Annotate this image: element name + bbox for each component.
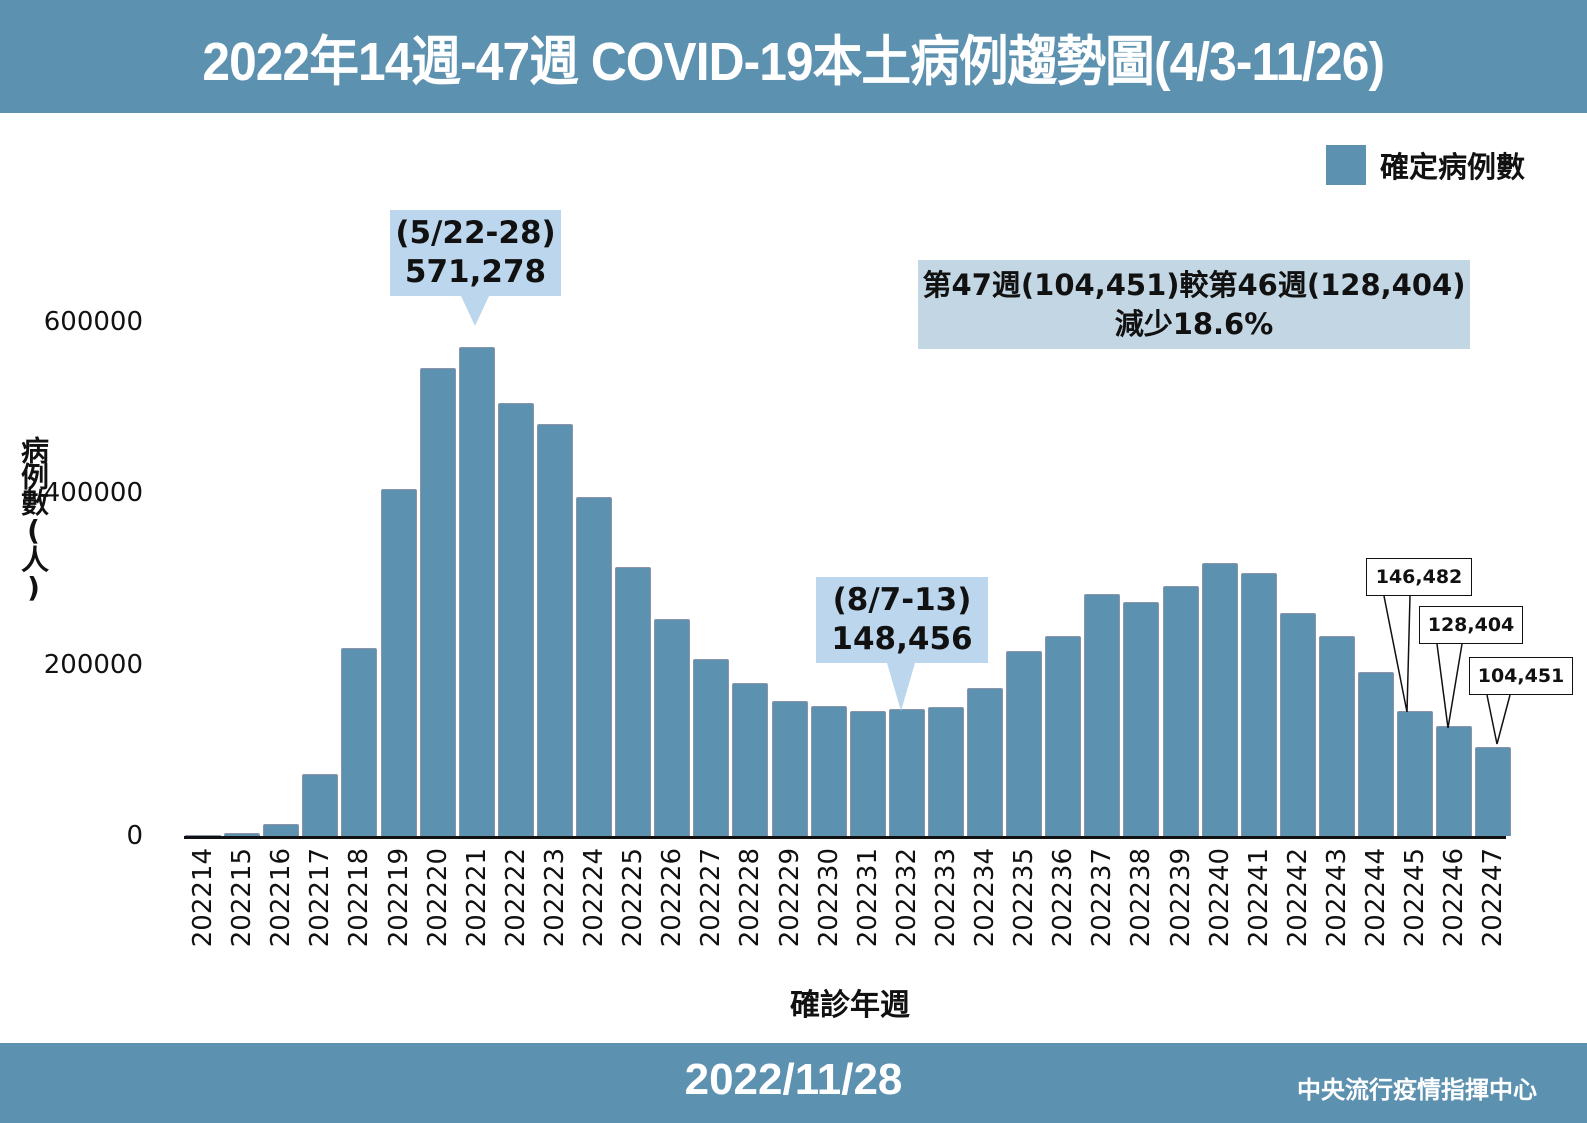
x-tick-label: 202218 (344, 848, 375, 948)
bar-week-202245 (1397, 710, 1434, 836)
x-tick-label: 202240 (1204, 848, 1235, 948)
x-tick-label: 202226 (657, 848, 688, 948)
bar-week-202237 (1084, 594, 1121, 836)
legend-swatch (1326, 145, 1366, 185)
bar-week-202220 (419, 368, 456, 836)
bar-week-202231 (849, 710, 886, 836)
x-tick-label: 202217 (305, 848, 336, 948)
x-tick-label: 202228 (735, 848, 766, 948)
bar-week-202217 (302, 774, 339, 836)
x-tick-label: 202221 (461, 848, 492, 948)
trough-period: (8/7-13) (832, 582, 972, 618)
week46-label: 128,404 (1419, 606, 1523, 644)
x-tick-label: 202214 (188, 848, 218, 948)
x-tick-label: 202243 (1321, 848, 1352, 948)
x-tick-label: 202215 (227, 848, 258, 948)
bar-week-202226 (654, 619, 691, 836)
x-tick-label: 202224 (579, 848, 609, 948)
weekly-change-note: 第47週(104,451)較第46週(128,404) 減少18.6% (918, 260, 1470, 349)
organization-name: 中央流行疫情指揮中心 (1297, 1076, 1537, 1104)
publish-date: 2022/11/28 (684, 1055, 903, 1104)
x-tick-label: 202233 (930, 848, 961, 948)
x-tick-label: 202232 (891, 848, 922, 948)
x-tick-label: 202238 (1126, 848, 1157, 948)
bar-week-202234 (967, 687, 1003, 836)
chart-title: 2022年14週-47週 COVID-19本土病例趨勢圖(4/3-11/26) (202, 32, 1386, 92)
bar-week-202232 (888, 708, 925, 836)
x-tick-label: 202231 (852, 848, 883, 948)
peak-callout: (5/22-28) 571,278 (390, 210, 561, 296)
x-tick-label: 202216 (266, 848, 297, 948)
x-tick-label: 202229 (774, 848, 805, 948)
bar-week-202223 (536, 423, 573, 836)
x-tick-label: 202230 (813, 848, 844, 948)
bar-week-202247 (1475, 746, 1512, 836)
bar-week-202216 (263, 824, 300, 836)
x-tick-label: 202236 (1048, 848, 1079, 948)
bar-week-202236 (1045, 636, 1082, 836)
x-tick-label: 202245 (1400, 848, 1431, 948)
x-tick-label: 202227 (696, 848, 727, 948)
x-tick-label: 202244 (1361, 848, 1391, 948)
y-tick-label: 600000 (43, 307, 143, 337)
note-line-2: 減少18.6% (1114, 307, 1274, 341)
bar-week-202230 (810, 705, 847, 836)
x-axis-line (184, 836, 1506, 839)
bar-week-202244 (1358, 672, 1394, 836)
bar-chart: 確定病例數 病例數(人) 0 200000 400000 600000 202214 2… (17, 144, 1573, 1023)
x-tick-label: 202247 (1478, 848, 1509, 948)
bar-week-202229 (771, 700, 808, 836)
x-tick-label: 202223 (539, 848, 570, 948)
y-tick-label: 0 (126, 821, 143, 851)
bar-week-202243 (1318, 636, 1355, 836)
trough-value: 148,456 (831, 621, 973, 657)
note-line-1: 第47週(104,451)較第46週(128,404) (922, 268, 1466, 302)
x-tick-label: 202237 (1087, 848, 1118, 948)
y-tick-label: 400000 (43, 478, 143, 509)
bar-week-202238 (1123, 602, 1160, 836)
y-axis-title: 病例數(人) (17, 436, 50, 602)
peak-callout-pointer (461, 296, 489, 326)
bar-week-202218 (341, 648, 378, 836)
trough-callout-pointer (887, 663, 915, 711)
bar-week-202214 (185, 835, 221, 836)
bar-week-202215 (224, 832, 261, 836)
bar-week-202221 (458, 346, 495, 836)
bar-week-202222 (497, 403, 534, 836)
bar-week-202246 (1436, 726, 1473, 836)
x-tick-label: 202225 (618, 848, 649, 948)
peak-period: (5/22-28) (395, 215, 556, 251)
x-axis-title: 確診年週 (790, 988, 910, 1023)
legend-label: 確定病例數 (1380, 150, 1526, 184)
bar-week-202239 (1162, 585, 1199, 836)
week45-label: 146,482 (1366, 558, 1472, 596)
x-tick-label: 202242 (1282, 848, 1313, 948)
x-tick-label: 202220 (422, 848, 453, 948)
bar-week-202242 (1279, 613, 1316, 836)
y-tick-label: 200000 (43, 649, 143, 680)
x-tick-label: 202235 (1009, 848, 1040, 948)
x-tick-label: 202239 (1165, 848, 1196, 948)
x-tick-label: 202246 (1439, 848, 1470, 948)
x-tick-label: 202241 (1243, 848, 1274, 948)
bar-week-202235 (1006, 650, 1043, 836)
legend: 確定病例數 (1326, 144, 1525, 186)
bar-week-202240 (1201, 562, 1238, 836)
week47-label: 104,451 (1469, 657, 1573, 695)
footer-banner: 2022/11/28 中央流行疫情指揮中心 (0, 1043, 1587, 1123)
x-tick-label: 202219 (383, 848, 414, 948)
x-tick-label: 202234 (970, 848, 1000, 948)
peak-value: 571,278 (404, 254, 547, 290)
bar-week-202225 (615, 567, 652, 836)
bar-week-202241 (1240, 573, 1277, 836)
bar-week-202227 (693, 658, 730, 836)
trough-callout: (8/7-13) 148,456 (816, 577, 988, 663)
bar-week-202219 (380, 489, 417, 836)
x-tick-label: 202222 (500, 848, 531, 948)
bar-week-202233 (927, 706, 964, 836)
title-banner: 2022年14週-47週 COVID-19本土病例趨勢圖(4/3-11/26) (0, 0, 1587, 113)
bar-week-202224 (576, 496, 612, 836)
bar-week-202228 (732, 682, 769, 836)
